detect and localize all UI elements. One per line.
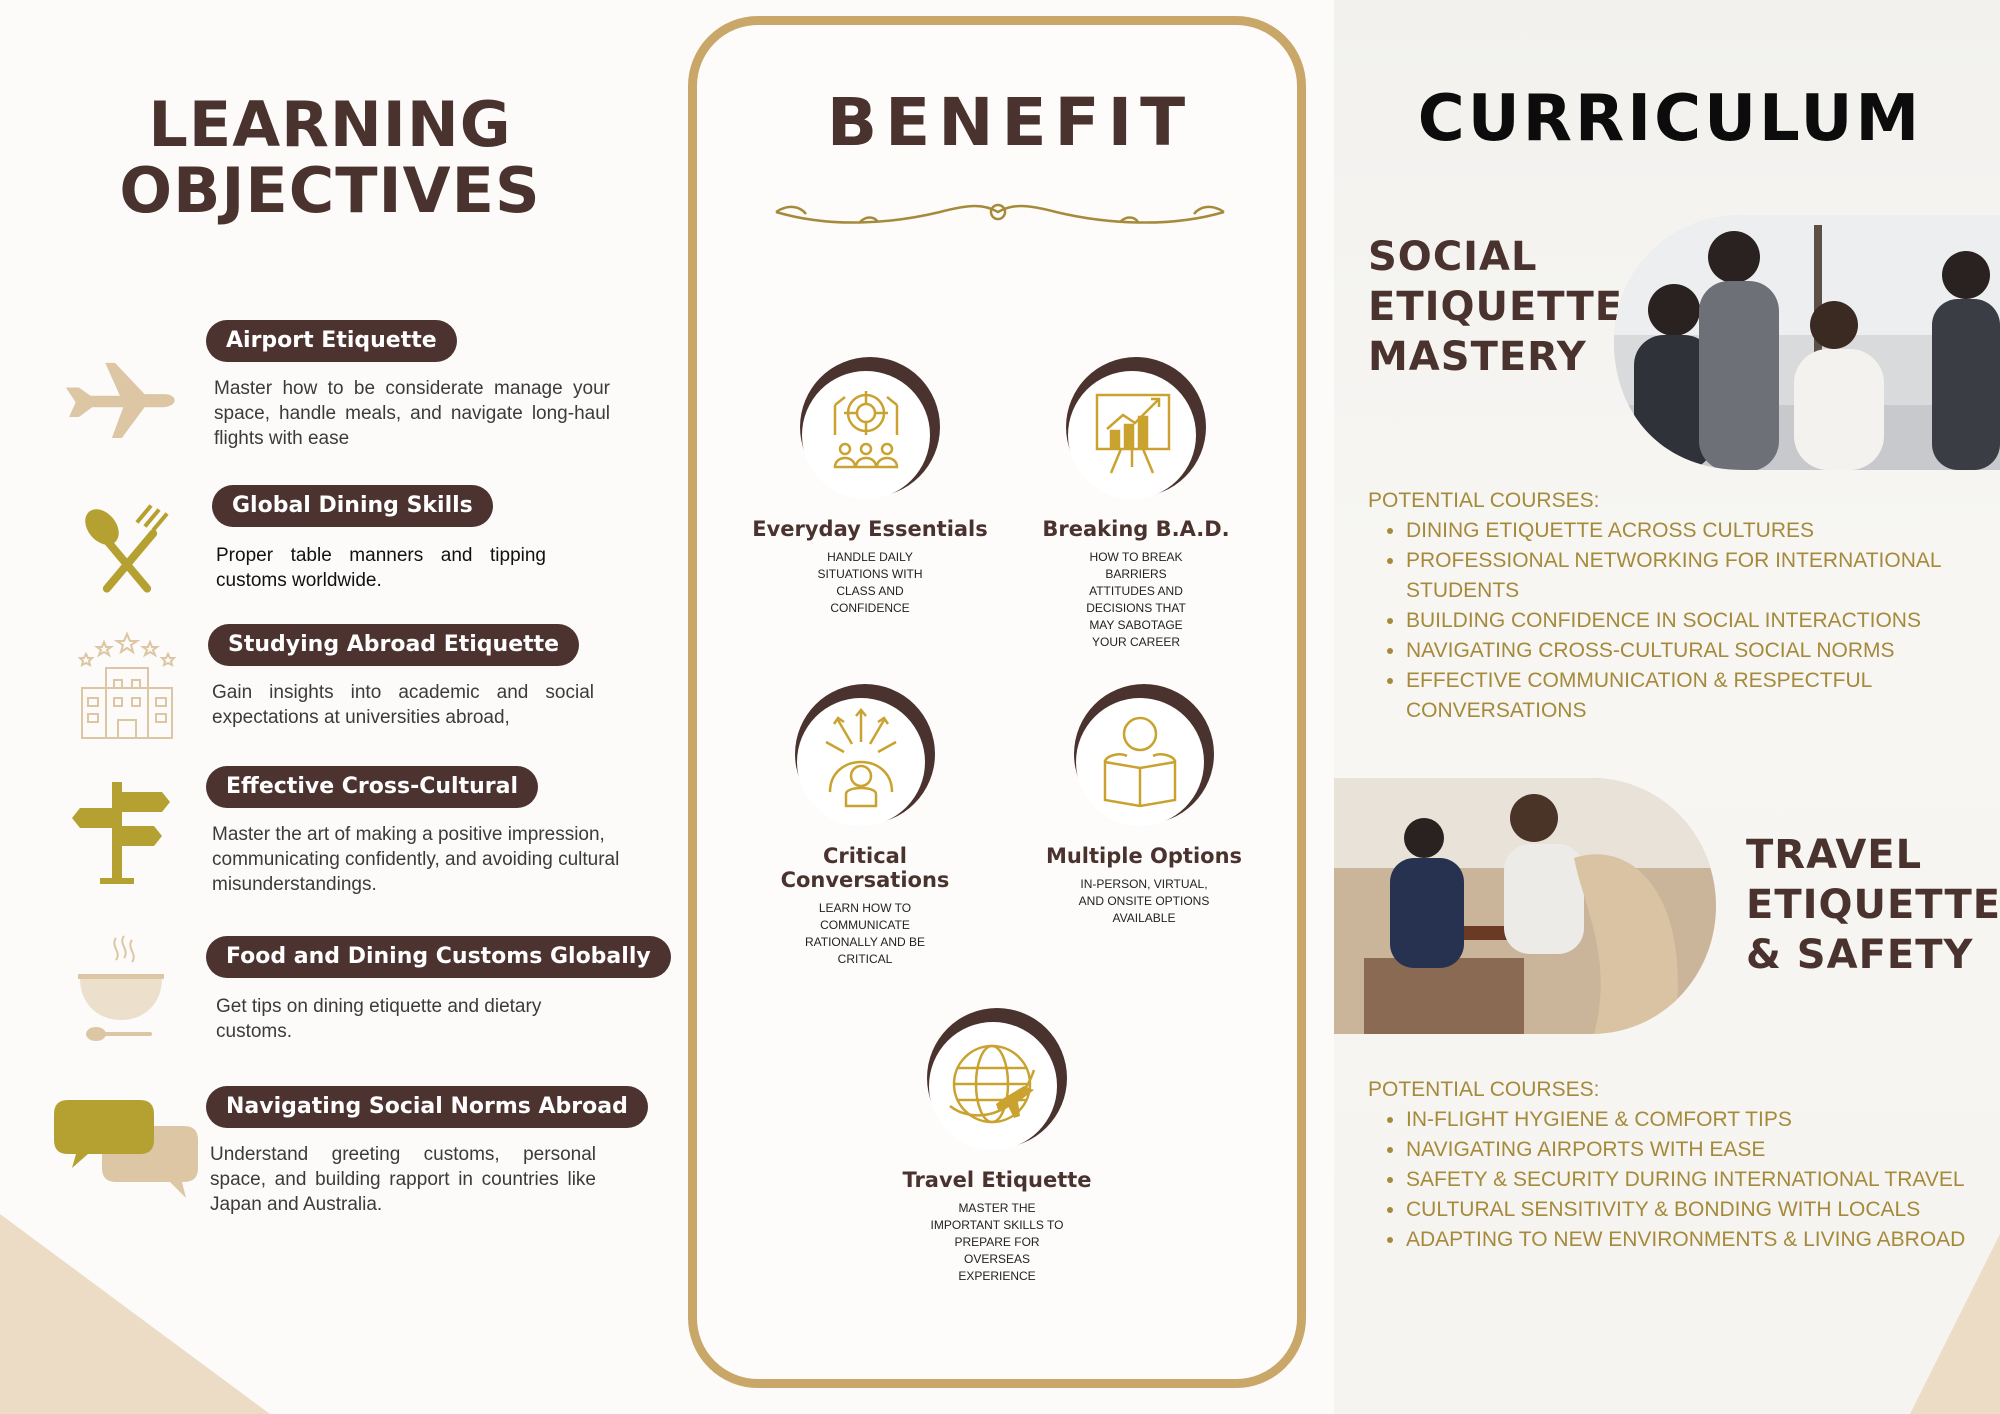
course-item: ADAPTING TO NEW ENVIRONMENTS & LIVING AB…: [1406, 1225, 1978, 1255]
benefit-circle: [1069, 682, 1219, 832]
courses-bullets: IN-FLIGHT HYGIENE & COMFORT TIPS NAVIGAT…: [1368, 1105, 1978, 1255]
business-meeting-photo: [1614, 215, 2000, 470]
objective-title-pill: Global Dining Skills: [212, 485, 493, 527]
objective-title-pill: Food and Dining Customs Globally: [206, 936, 671, 978]
objective-description: Master how to be considerate manage your…: [214, 376, 610, 451]
corner-decoration-left: [0, 1214, 270, 1414]
benefit-critical-conversations: Critical Conversations LEARN HOW TO COMM…: [735, 682, 995, 968]
benefit-description: HOW TO BREAK BARRIERS ATTITUDES AND DECI…: [1006, 549, 1266, 651]
benefit-description: HANDLE DAILY SITUATIONS WITH CLASS AND C…: [740, 549, 1000, 617]
courses-bullets: DINING ETIQUETTE ACROSS CULTURES PROFESS…: [1368, 516, 1978, 726]
objective-studying-abroad: Studying Abroad Etiquette Gain insights …: [40, 624, 660, 744]
flourish-divider-icon: [770, 188, 1230, 241]
benefit-breaking-bad: Breaking B.A.D. HOW TO BREAK BARRIERS AT…: [1006, 355, 1266, 651]
objective-description: Understand greeting customs, personal sp…: [210, 1142, 596, 1217]
benefit-description: LEARN HOW TO COMMUNICATE RATIONALLY AND …: [735, 900, 995, 968]
benefit-title: Critical Conversations: [735, 844, 995, 892]
benefit-everyday-essentials: Everyday Essentials HANDLE DAILY SITUATI…: [740, 355, 1000, 617]
benefit-circle: [1061, 355, 1211, 505]
airplane-icon: [56, 358, 196, 443]
benefit-description: MASTER THE IMPORTANT SKILLS TO PREPARE F…: [867, 1200, 1127, 1285]
benefit-title: BENEFIT: [700, 84, 1320, 161]
objective-title-pill: Studying Abroad Etiquette: [208, 624, 579, 666]
fork-spoon-icon: [76, 501, 176, 606]
social-etiquette-mastery-title: SOCIAL ETIQUETTE MASTERY: [1368, 232, 1623, 382]
objective-title-pill: Effective Cross-Cultural: [206, 766, 538, 808]
objective-effective-cross-cultural: Effective Cross-Cultural Master the art …: [40, 764, 660, 904]
course-item: PROFESSIONAL NETWORKING FOR INTERNATIONA…: [1406, 546, 1978, 606]
objective-global-dining-skills: Global Dining Skills Proper table manner…: [40, 485, 660, 595]
travel-etiquette-safety-title: TRAVEL ETIQUETTE & SAFETY: [1746, 830, 2000, 980]
benefit-title: Multiple Options: [1014, 844, 1274, 868]
learning-objectives-title: LEARNING OBJECTIVES: [90, 92, 570, 224]
course-item: NAVIGATING CROSS-CULTURAL SOCIAL NORMS: [1406, 636, 1978, 666]
benefit-circle: [795, 355, 945, 505]
benefit-title: Breaking B.A.D.: [1006, 517, 1266, 541]
course-item: DINING ETIQUETTE ACROSS CULTURES: [1406, 516, 1978, 546]
corner-decoration-right: [1910, 1234, 2000, 1414]
benefit-description: IN-PERSON, VIRTUAL, AND ONSITE OPTIONS A…: [1014, 876, 1274, 927]
course-item: CULTURAL SENSITIVITY & BONDING WITH LOCA…: [1406, 1195, 1978, 1225]
course-item: EFFECTIVE COMMUNICATION & RESPECTFUL CON…: [1406, 666, 1978, 726]
objective-airport-etiquette: Airport Etiquette Master how to be consi…: [40, 318, 660, 458]
objective-social-norms-abroad: Navigating Social Norms Abroad Understan…: [40, 1084, 660, 1224]
building-icon: [72, 632, 182, 747]
benefit-title: Travel Etiquette: [867, 1168, 1127, 1192]
objective-description: Proper table manners and tipping customs…: [216, 543, 546, 593]
objective-title-pill: Airport Etiquette: [206, 320, 457, 362]
benefit-multiple-options: Multiple Options IN-PERSON, VIRTUAL, AND…: [1014, 682, 1274, 927]
benefit-title: Everyday Essentials: [740, 517, 1000, 541]
course-item: SAFETY & SECURITY DURING INTERNATIONAL T…: [1406, 1165, 1978, 1195]
travel-courses-list: POTENTIAL COURSES: IN-FLIGHT HYGIENE & C…: [1368, 1075, 1978, 1255]
benefit-travel-etiquette: Travel Etiquette MASTER THE IMPORTANT SK…: [867, 1006, 1127, 1285]
objective-description: Master the art of making a positive impr…: [212, 822, 652, 897]
benefit-circle: [922, 1006, 1072, 1156]
speech-bubbles-icon: [54, 1092, 204, 1207]
social-courses-list: POTENTIAL COURSES: DINING ETIQUETTE ACRO…: [1368, 486, 1978, 726]
bowl-icon: [70, 934, 170, 1059]
signpost-icon: [70, 778, 170, 893]
private-jet-photo: [1334, 778, 1716, 1034]
objective-title-pill: Navigating Social Norms Abroad: [206, 1086, 648, 1128]
course-item: IN-FLIGHT HYGIENE & COMFORT TIPS: [1406, 1105, 1978, 1135]
courses-header: POTENTIAL COURSES:: [1368, 1075, 1978, 1105]
course-item: BUILDING CONFIDENCE IN SOCIAL INTERACTIO…: [1406, 606, 1978, 636]
objective-description: Gain insights into academic and social e…: [212, 680, 594, 730]
benefit-circle: [790, 682, 940, 832]
courses-header: POTENTIAL COURSES:: [1368, 486, 1978, 516]
curriculum-title: CURRICULUM: [1340, 82, 2000, 156]
objective-food-dining-customs: Food and Dining Customs Globally Get tip…: [40, 934, 660, 1054]
objective-description: Get tips on dining etiquette and dietary…: [216, 994, 596, 1044]
course-item: NAVIGATING AIRPORTS WITH EASE: [1406, 1135, 1978, 1165]
